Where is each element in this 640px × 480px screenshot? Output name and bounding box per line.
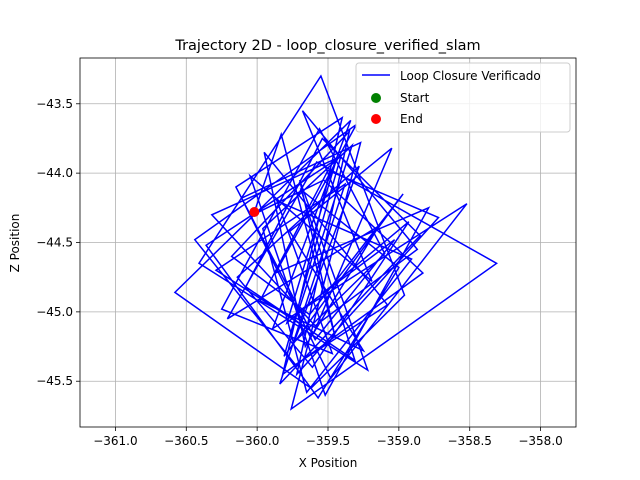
x-tick-label: −358.0 [518,434,562,448]
legend-start-marker [371,93,381,103]
legend: Loop Closure Verificado Start End [355,62,571,133]
x-axis-label: X Position [299,456,358,470]
y-tick-label: −43.5 [36,97,73,111]
legend-label-end: End [400,112,423,126]
x-tick-label: −359.5 [306,434,350,448]
legend-end-marker [371,114,381,124]
x-tick-label: −360.0 [235,434,279,448]
y-tick-label: −44.0 [36,166,73,180]
chart-title: Trajectory 2D - loop_closure_verified_sl… [174,38,480,54]
trajectory-line [173,74,498,411]
x-tick-label: −358.5 [448,434,492,448]
legend-label-start: Start [400,91,430,105]
x-tick-label: −360.5 [164,434,208,448]
x-tick-label: −361.0 [93,434,137,448]
y-axis-label: Z Position [8,214,22,273]
y-tick-label: −44.5 [36,236,73,250]
y-tick-label: −45.5 [36,374,73,388]
y-tick-label: −45.0 [36,305,73,319]
legend-label-series: Loop Closure Verificado [400,69,541,83]
x-tick-label: −359.0 [377,434,421,448]
x-axis-ticks: −361.0 −360.5 −360.0 −359.5 −359.0 −358.5 −358… [93,427,563,448]
legend-box [355,62,571,133]
end-point-marker [249,206,260,217]
y-axis-ticks: −43.5 −44.0 −44.5 −45.0 −45.5 [36,97,80,388]
plot-area [173,74,498,411]
